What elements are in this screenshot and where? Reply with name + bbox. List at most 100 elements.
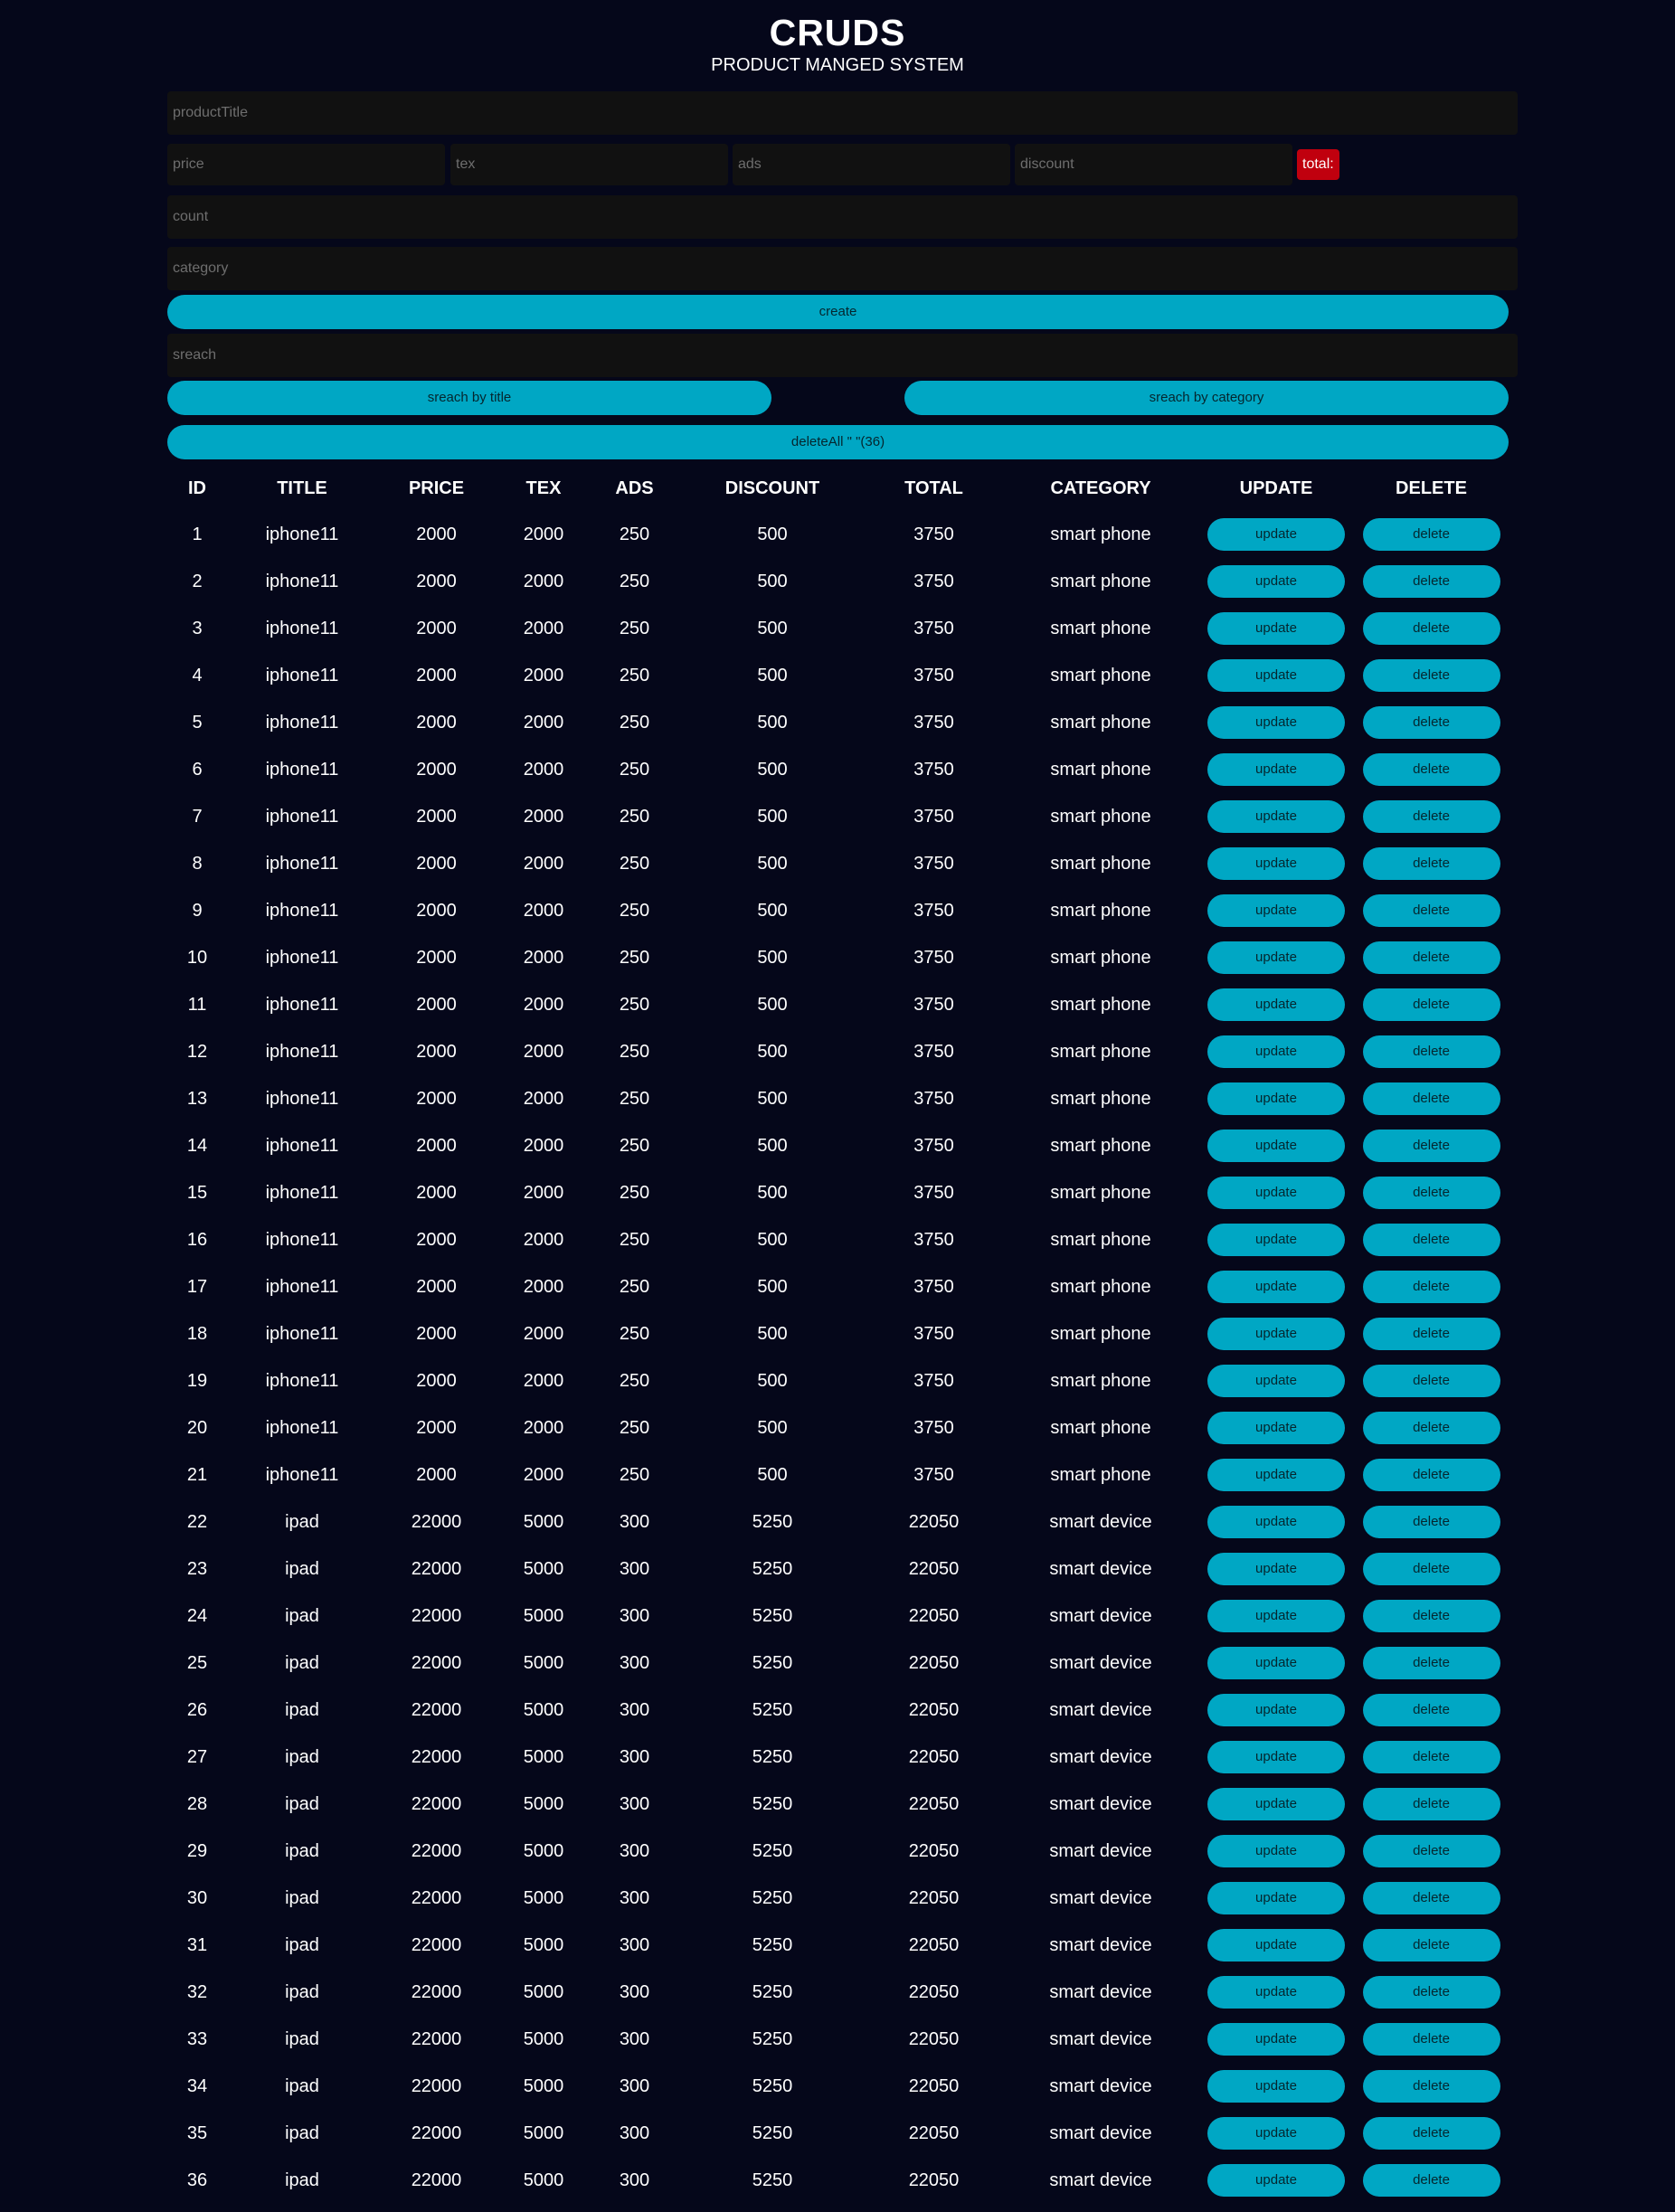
update-button[interactable]: update: [1207, 1082, 1345, 1115]
category-input[interactable]: [167, 247, 1518, 290]
cell-price: 22000: [411, 2122, 462, 2143]
cell-category: smart phone: [1050, 900, 1151, 921]
update-button[interactable]: update: [1207, 1318, 1345, 1350]
delete-button[interactable]: delete: [1362, 1318, 1500, 1350]
delete-button[interactable]: delete: [1362, 565, 1500, 598]
delete-button[interactable]: delete: [1362, 1506, 1500, 1538]
delete-button[interactable]: delete: [1362, 1224, 1500, 1256]
delete-button[interactable]: delete: [1362, 1741, 1500, 1773]
cell-title: iphone11: [265, 1276, 339, 1297]
delete-button[interactable]: delete: [1362, 800, 1500, 833]
update-button[interactable]: update: [1207, 706, 1345, 739]
delete-button[interactable]: delete: [1362, 1788, 1500, 1820]
delete-button[interactable]: delete: [1362, 1130, 1500, 1162]
delete-button[interactable]: delete: [1362, 659, 1500, 692]
create-button[interactable]: create: [167, 295, 1509, 329]
delete-button[interactable]: delete: [1362, 1035, 1500, 1068]
search-by-title-button[interactable]: sreach by title: [167, 381, 771, 415]
update-button[interactable]: update: [1207, 612, 1345, 645]
update-button[interactable]: update: [1207, 753, 1345, 786]
cell-title: ipad: [285, 1981, 319, 2002]
update-button[interactable]: update: [1207, 1600, 1345, 1632]
update-button[interactable]: update: [1207, 1929, 1345, 1961]
delete-button[interactable]: delete: [1362, 1271, 1500, 1303]
delete-button[interactable]: delete: [1362, 1647, 1500, 1679]
table-row: 16 iphone11 2000 2000 250 500 3750 smart phone u…: [166, 1216, 1509, 1263]
update-button[interactable]: update: [1207, 2023, 1345, 2056]
update-button[interactable]: update: [1207, 2117, 1345, 2150]
update-button[interactable]: update: [1207, 1741, 1345, 1773]
cell-update: update: [1199, 558, 1353, 605]
update-button[interactable]: update: [1207, 1271, 1345, 1303]
price-input[interactable]: [167, 144, 445, 185]
update-button[interactable]: update: [1207, 1459, 1345, 1491]
delete-button[interactable]: delete: [1362, 1882, 1500, 1914]
delete-button[interactable]: delete: [1362, 1929, 1500, 1961]
delete-button[interactable]: delete: [1362, 894, 1500, 927]
update-button[interactable]: update: [1207, 894, 1345, 927]
delete-button[interactable]: delete: [1362, 1600, 1500, 1632]
update-button[interactable]: update: [1207, 988, 1345, 1021]
delete-button[interactable]: delete: [1362, 941, 1500, 974]
delete-button[interactable]: delete: [1362, 612, 1500, 645]
delete-button[interactable]: delete: [1362, 1412, 1500, 1444]
update-button[interactable]: update: [1207, 565, 1345, 598]
delete-button[interactable]: delete: [1362, 753, 1500, 786]
discount-input[interactable]: [1015, 144, 1292, 185]
delete-button[interactable]: delete: [1362, 1694, 1500, 1726]
update-button[interactable]: update: [1207, 1976, 1345, 2009]
delete-button[interactable]: delete: [1362, 1082, 1500, 1115]
cell-title: ipad: [285, 1511, 319, 1532]
update-button[interactable]: update: [1207, 659, 1345, 692]
update-button[interactable]: update: [1207, 1882, 1345, 1914]
delete-button[interactable]: delete: [1362, 2117, 1500, 2150]
cell-tax: 2000: [523, 806, 564, 827]
update-button[interactable]: update: [1207, 1177, 1345, 1209]
update-button[interactable]: update: [1207, 941, 1345, 974]
update-button[interactable]: update: [1207, 1788, 1345, 1820]
cell-update: update: [1199, 1828, 1353, 1875]
delete-button[interactable]: delete: [1362, 1459, 1500, 1491]
update-button[interactable]: update: [1207, 847, 1345, 880]
cell-discount: 5250: [752, 1887, 793, 1908]
update-button[interactable]: update: [1207, 1130, 1345, 1162]
update-button[interactable]: update: [1207, 2070, 1345, 2103]
delete-button[interactable]: delete: [1362, 2023, 1500, 2056]
cell-total: 3750: [913, 712, 954, 733]
delete-button[interactable]: delete: [1362, 847, 1500, 880]
delete-button[interactable]: delete: [1362, 2164, 1500, 2197]
update-button[interactable]: update: [1207, 518, 1345, 551]
update-button[interactable]: update: [1207, 1365, 1345, 1397]
update-button[interactable]: update: [1207, 1647, 1345, 1679]
delete-button[interactable]: delete: [1362, 988, 1500, 1021]
update-button[interactable]: update: [1207, 1835, 1345, 1867]
search-by-category-button[interactable]: sreach by category: [904, 381, 1509, 415]
update-button[interactable]: update: [1207, 2164, 1345, 2197]
update-button[interactable]: update: [1207, 1694, 1345, 1726]
update-button[interactable]: update: [1207, 1553, 1345, 1585]
delete-button[interactable]: delete: [1362, 1177, 1500, 1209]
cell-price: 2000: [416, 806, 457, 827]
cell-tax: 2000: [523, 524, 564, 544]
count-input[interactable]: [167, 195, 1518, 239]
product-title-input[interactable]: [167, 91, 1518, 135]
delete-all-button[interactable]: deleteAll " "(36): [167, 425, 1509, 459]
ads-input[interactable]: [733, 144, 1010, 185]
delete-button[interactable]: delete: [1362, 1365, 1500, 1397]
cell-ads: 250: [619, 1182, 650, 1203]
update-button[interactable]: update: [1207, 1412, 1345, 1444]
cell-id: 10: [186, 947, 208, 968]
tax-input[interactable]: [450, 144, 728, 185]
delete-button[interactable]: delete: [1362, 706, 1500, 739]
search-input[interactable]: [167, 334, 1518, 377]
delete-button[interactable]: delete: [1362, 1976, 1500, 2009]
table-row: 25 ipad 22000 5000 300 5250 22050 smart device u…: [166, 1640, 1509, 1687]
update-button[interactable]: update: [1207, 1224, 1345, 1256]
delete-button[interactable]: delete: [1362, 518, 1500, 551]
delete-button[interactable]: delete: [1362, 1835, 1500, 1867]
update-button[interactable]: update: [1207, 1506, 1345, 1538]
delete-button[interactable]: delete: [1362, 1553, 1500, 1585]
update-button[interactable]: update: [1207, 1035, 1345, 1068]
update-button[interactable]: update: [1207, 800, 1345, 833]
delete-button[interactable]: delete: [1362, 2070, 1500, 2103]
